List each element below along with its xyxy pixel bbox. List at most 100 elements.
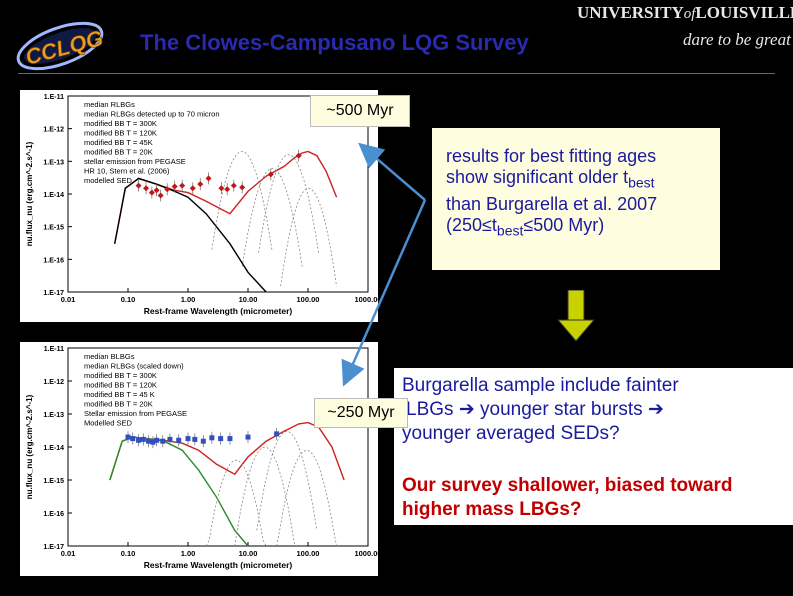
blackbody-curve [280,187,337,287]
results-line-4: (250≤tbest≤500 Myr) [446,215,657,242]
legend-entry: HR 10, Stern et al. (2006) [84,167,170,176]
results-line-3: than Burgarella et al. 2007 [446,193,658,214]
stellar-emission-line [109,436,249,547]
data-point [130,436,136,442]
x-tick-label: 1000.00 [354,295,378,304]
y-tick-label: 1.E-13 [43,412,64,419]
data-point [148,189,155,196]
y-axis-label: nu.flux_nu (erg.cm^-2.s^-1) [25,141,34,246]
legend-entry: modified BB T = 20K [84,400,153,409]
data-point [154,437,160,443]
blackbody-curve [241,168,303,267]
university-name: LOUISVILLE [695,3,793,22]
plot-axes: 1.E-11 1.E-12 1.E-13 1.E-14 1.E-15 1.E-16 1.E-… [25,94,378,316]
right-arrow-icon: ➔ [458,399,475,420]
plot-axes: 1.E-11 1.E-12 1.E-13 1.E-14 1.E-15 1.E-16 1.E-… [25,346,378,570]
data-point [146,438,152,444]
x-tick-label: 100.00 [297,549,320,558]
conclusion-line-1: Our survey shallower, biased toward [402,475,733,496]
y-tick-label: 1.E-11 [44,94,64,101]
data-point [230,182,237,189]
legend-entry: modelled SED [84,176,133,185]
right-arrow-icon: ➔ [647,399,664,420]
data-point [143,185,150,192]
legend-entry: stellar emission from PEGASE [84,157,186,166]
results-text: results for best fitting ages show signi… [446,146,657,241]
burgarella-conclusion: Our survey shallower, biased toward high… [402,474,733,522]
data-point [136,437,142,443]
data-point [135,182,142,189]
data-point [150,439,156,445]
x-tick-label: 10.00 [239,549,258,558]
data-point [140,436,146,442]
y-tick-label: 1.E-11 [44,346,64,353]
data-point [239,184,246,191]
x-tick-label: 10.00 [239,295,258,304]
legend-entry: modified BB T = 120K [84,381,157,390]
data-point [197,181,204,188]
legend-entry: modified BB T = 45 K [84,390,155,399]
x-tick-label: 100.00 [297,295,320,304]
legend-entry: modified BB T = 300K [84,119,157,128]
burgarella-box: Burgarella sample include fainter LBGs ➔… [394,368,793,525]
results-line-1: results for best fitting ages [446,146,657,166]
university-tagline: dare to be great [683,30,791,49]
y-tick-label: 1.E-12 [43,379,64,386]
results-line-4-b: ≤500 Myr) [523,214,605,235]
y-tick-label: 1.E-13 [43,159,64,166]
data-point [245,434,251,440]
x-tick-label: 1000.00 [354,549,378,558]
burgarella-line-1: Burgarella sample include fainter [402,375,679,396]
data-point [218,436,224,442]
y-tick-label: 1.E-16 [43,511,64,518]
university-of: of [683,6,696,22]
y-tick-label: 1.E-17 [43,290,64,297]
header-divider [18,73,775,74]
data-point [189,185,196,192]
x-tick-label: 1.00 [181,295,196,304]
age-label-250: ~250 Myr [314,398,408,428]
blackbody-curve [211,151,273,250]
cclqg-logo: CCLQG [16,21,106,71]
results-box: results for best fitting ages show signi… [432,128,720,270]
data-point [167,436,173,442]
results-line-2-text: show significant older t [446,167,629,187]
blackbody-curve [256,430,318,531]
legend-entry: modified BB T = 300K [84,371,157,380]
results-line-2: show significant older tbest [446,167,657,194]
x-tick-label: 0.10 [121,549,136,558]
data-point [224,186,231,193]
down-arrow-icon [556,290,596,342]
results-line-2-sub: best [628,174,655,191]
data-point [267,171,274,178]
data-point [157,192,164,199]
data-point [185,436,191,442]
legend-entry: median RLBGs detected up to 70 micron [84,110,220,119]
legend-entry: median RLBGs [84,100,135,109]
burgarella-text: Burgarella sample include fainter LBGs ➔… [402,374,679,446]
x-tick-label: 0.01 [61,295,76,304]
data-point [160,438,166,444]
y-tick-label: 1.E-17 [43,544,64,551]
data-point [192,436,198,442]
legend-entry: Modelled SED [84,419,133,428]
legend-entry: median RLBGs (scaled down) [84,362,184,371]
data-point [179,182,186,189]
blackbody-curve [258,154,319,253]
age-label-500: ~500 Myr [310,95,410,127]
blackbody-curve [205,459,267,547]
legend-entry: modified BB T = 20K [84,148,153,157]
y-tick-label: 1.E-12 [43,127,64,134]
x-tick-label: 0.01 [61,549,76,558]
results-line-4-sub: best [496,222,524,239]
blackbody-curve [276,449,337,547]
data-point [218,185,225,192]
x-axis-label: Rest-frame Wavelength (micrometer) [144,306,293,316]
y-tick-label: 1.E-15 [43,225,64,232]
page-title: The Clowes-Campusano LQG Survey [140,30,529,55]
y-tick-label: 1.E-16 [43,257,64,264]
plot-marks [109,421,345,547]
university-logotype: UNIVERSITYofLOUISVILLE [577,3,793,23]
data-point [295,152,302,159]
legend-entry: modified BB T = 120K [84,129,157,138]
